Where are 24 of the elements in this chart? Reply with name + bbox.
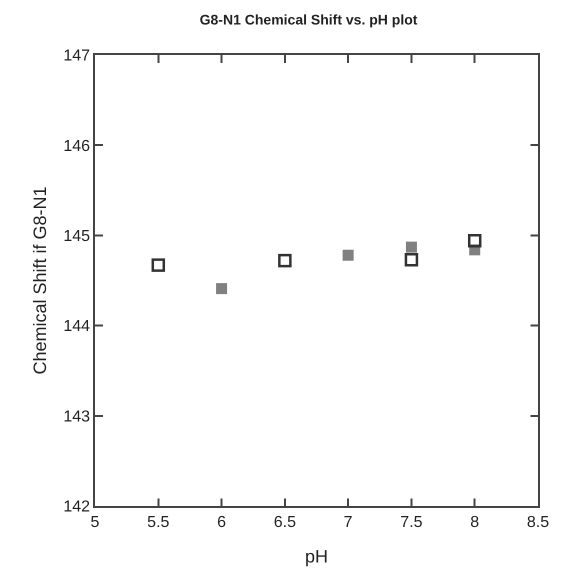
y-tick-label: 147 <box>63 48 90 65</box>
x-tick-label: 7.5 <box>400 514 423 531</box>
point <box>342 250 354 261</box>
x-tick-label: 8.5 <box>526 514 550 531</box>
point <box>468 234 482 248</box>
y-tick-label: 143 <box>63 408 90 426</box>
point <box>278 254 292 268</box>
y-axis-title: Chemical Shift if G8-N1 <box>30 186 50 375</box>
point <box>406 242 417 253</box>
y-tick-label: 146 <box>63 138 90 155</box>
x-tick-label: 8 <box>470 514 480 531</box>
x-tick-label: 7 <box>344 514 353 531</box>
x-tick-label: 5.5 <box>147 514 170 531</box>
x-axis-title: pH <box>304 546 328 567</box>
point <box>152 258 166 272</box>
point <box>404 253 418 266</box>
chart-title: G8-N1 Chemical Shift vs. pH plot <box>200 11 418 28</box>
x-tick-label: 5 <box>90 514 100 531</box>
x-tick-label: 6.5 <box>274 514 296 531</box>
x-tick-label: 6 <box>217 514 226 531</box>
y-tick-label: 145 <box>63 228 90 245</box>
point <box>216 283 228 294</box>
y-tick-label: 142 <box>63 498 90 516</box>
y-tick-label: 144 <box>63 318 90 336</box>
